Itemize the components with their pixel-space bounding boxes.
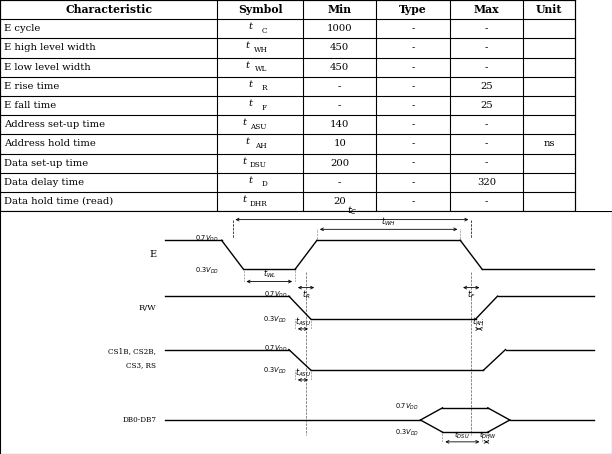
Text: t: t — [243, 157, 247, 166]
Text: -: - — [338, 178, 341, 187]
Text: 450: 450 — [330, 63, 349, 72]
Text: Data delay time: Data delay time — [4, 178, 84, 187]
Text: -: - — [411, 24, 415, 33]
Text: -: - — [485, 139, 488, 148]
Text: E high level width: E high level width — [4, 44, 96, 53]
Text: t: t — [246, 41, 250, 50]
Text: $t_C$: $t_C$ — [347, 205, 357, 217]
Text: -: - — [411, 101, 415, 110]
Text: F: F — [262, 104, 267, 112]
Text: 20: 20 — [334, 197, 346, 206]
Text: 320: 320 — [477, 178, 496, 187]
Text: E fall time: E fall time — [4, 101, 56, 110]
Text: DHR: DHR — [249, 200, 267, 207]
Text: Max: Max — [474, 4, 499, 15]
Text: 140: 140 — [330, 120, 349, 129]
Text: Type: Type — [399, 4, 427, 15]
Text: Address hold time: Address hold time — [4, 139, 96, 148]
Text: -: - — [411, 82, 415, 91]
Text: ns: ns — [543, 139, 555, 148]
Text: -: - — [485, 197, 488, 206]
Text: $t_{DSU}$: $t_{DSU}$ — [455, 429, 470, 441]
Text: R: R — [262, 84, 267, 93]
Text: WL: WL — [255, 65, 267, 73]
Text: $0.3V_{DD}$: $0.3V_{DD}$ — [395, 428, 419, 438]
Text: C: C — [262, 27, 267, 35]
Text: $t_{WL}$: $t_{WL}$ — [263, 268, 276, 280]
Text: t: t — [249, 99, 253, 108]
Text: -: - — [338, 101, 341, 110]
Text: D: D — [261, 180, 267, 188]
Text: -: - — [411, 158, 415, 168]
Text: $0.3V_{DD}$: $0.3V_{DD}$ — [263, 366, 287, 376]
Text: -: - — [411, 178, 415, 187]
Text: E low level width: E low level width — [4, 63, 91, 72]
Text: Min: Min — [327, 4, 352, 15]
Text: Unit: Unit — [536, 4, 562, 15]
Text: 450: 450 — [330, 44, 349, 53]
Text: E rise time: E rise time — [4, 82, 59, 91]
Text: -: - — [485, 158, 488, 168]
Text: WH: WH — [255, 46, 268, 54]
Text: $t_F$: $t_F$ — [467, 289, 476, 301]
Text: E: E — [149, 250, 156, 259]
Text: $t_R$: $t_R$ — [302, 289, 310, 301]
Text: -: - — [485, 120, 488, 129]
Text: t: t — [249, 80, 253, 89]
Text: DB0-DB7: DB0-DB7 — [122, 416, 156, 424]
Text: Characteristic: Characteristic — [65, 4, 152, 15]
Text: $t_{WH}$: $t_{WH}$ — [381, 216, 396, 228]
Text: $t_{ASU}$: $t_{ASU}$ — [294, 366, 312, 379]
Text: -: - — [411, 197, 415, 206]
Text: -: - — [485, 24, 488, 33]
Text: t: t — [243, 118, 247, 127]
Text: CS1B, CS2B,: CS1B, CS2B, — [108, 347, 156, 355]
Text: DSU: DSU — [250, 161, 267, 169]
Text: 25: 25 — [480, 82, 493, 91]
Text: R/W: R/W — [138, 304, 156, 311]
Text: $t_{AH}$: $t_{AH}$ — [472, 315, 485, 328]
Text: 200: 200 — [330, 158, 349, 168]
Text: E cycle: E cycle — [4, 24, 40, 33]
Text: t: t — [246, 60, 250, 69]
Text: CS3, RS: CS3, RS — [126, 361, 156, 369]
Text: t: t — [249, 176, 253, 185]
Text: AH: AH — [255, 142, 267, 150]
Text: t: t — [246, 137, 250, 146]
Text: $0.7V_{DD}$: $0.7V_{DD}$ — [395, 402, 419, 412]
Text: $0.3V_{DD}$: $0.3V_{DD}$ — [195, 266, 218, 276]
Text: Data set-up time: Data set-up time — [4, 158, 89, 168]
Text: -: - — [485, 63, 488, 72]
Text: t: t — [249, 22, 253, 31]
Text: $0.7V_{DD}$: $0.7V_{DD}$ — [264, 344, 287, 354]
Text: -: - — [338, 82, 341, 91]
Text: 25: 25 — [480, 101, 493, 110]
Text: ASU: ASU — [250, 123, 266, 131]
Text: -: - — [411, 44, 415, 53]
Text: -: - — [411, 63, 415, 72]
Text: Data hold time (read): Data hold time (read) — [4, 197, 114, 206]
Text: $0.3V_{DD}$: $0.3V_{DD}$ — [263, 315, 287, 325]
Text: t: t — [243, 195, 247, 204]
Text: Address set-up time: Address set-up time — [4, 120, 105, 129]
Text: 1000: 1000 — [327, 24, 353, 33]
Text: -: - — [485, 44, 488, 53]
Text: -: - — [411, 120, 415, 129]
Text: $0.7V_{DD}$: $0.7V_{DD}$ — [264, 290, 287, 300]
Text: Symbol: Symbol — [238, 4, 282, 15]
Text: $0.7V_{DD}$: $0.7V_{DD}$ — [195, 234, 218, 244]
Text: $t_{ASU}$: $t_{ASU}$ — [294, 315, 312, 328]
Text: 10: 10 — [333, 139, 346, 148]
Text: $t_{DHW}$: $t_{DHW}$ — [479, 429, 497, 441]
Text: -: - — [411, 139, 415, 148]
